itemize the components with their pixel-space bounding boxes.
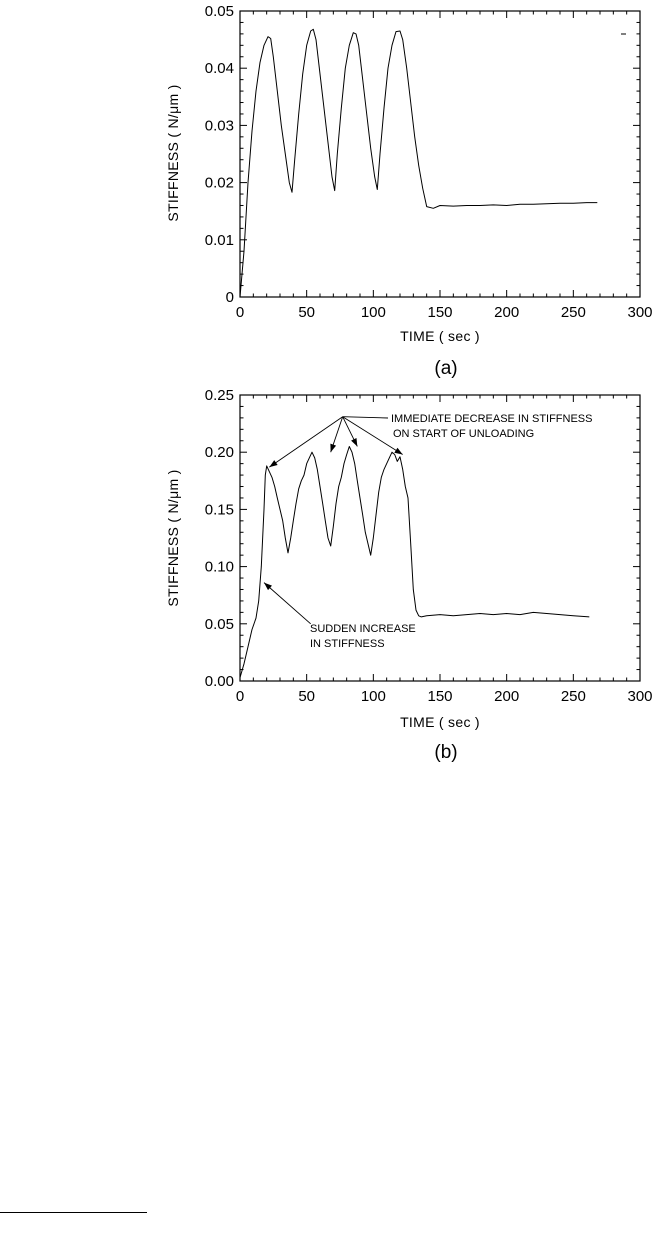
annotation-arrowhead bbox=[269, 460, 278, 468]
y-axis-label: STIFFNESS ( N/μm ) bbox=[165, 469, 181, 606]
y-tick-label: 0.05 bbox=[205, 616, 234, 633]
series-line-0 bbox=[239, 446, 590, 678]
series-line-0 bbox=[239, 28, 598, 298]
x-tick-label: 0 bbox=[236, 688, 244, 705]
y-tick-label: 0.03 bbox=[205, 117, 234, 134]
x-axis-label: TIME ( sec ) bbox=[400, 328, 480, 344]
annotation-leader bbox=[342, 416, 389, 419]
panel-label: (a) bbox=[434, 358, 457, 379]
y-axis-label: STIFFNESS ( N/μm ) bbox=[165, 84, 181, 221]
footnote-rule bbox=[0, 1212, 147, 1213]
y-tick-label: 0.02 bbox=[205, 175, 234, 192]
annotation-arrowhead bbox=[330, 443, 337, 453]
x-tick-label: 150 bbox=[427, 304, 452, 321]
y-tick-label: 0.00 bbox=[205, 673, 234, 690]
y-tick-label: 0.20 bbox=[205, 444, 234, 461]
annotation-sudden-line1: SUDDEN INCREASE bbox=[310, 623, 416, 635]
x-tick-label: 300 bbox=[627, 304, 652, 321]
x-tick-label: 250 bbox=[561, 688, 586, 705]
annotation-unloading-line1: IMMEDIATE DECREASE IN STIFFNESS bbox=[391, 413, 593, 425]
y-tick-label: 0.10 bbox=[205, 559, 234, 576]
annotation-unloading-line2: ON START OF UNLOADING bbox=[393, 428, 534, 440]
annotation-arrow bbox=[342, 416, 403, 455]
annotation-arrowhead bbox=[351, 437, 358, 447]
x-tick-label: 150 bbox=[427, 688, 452, 705]
annotation-arrow bbox=[269, 416, 343, 468]
plot-frame bbox=[239, 10, 641, 298]
annotation-arrow bbox=[263, 582, 311, 625]
y-tick-label: 0.04 bbox=[205, 60, 234, 77]
x-tick-label: 200 bbox=[494, 688, 519, 705]
chart-b: 0 50 100 150 200 250 300 0.00 0.05 0.10 0.15 0.20 0.… bbox=[165, 387, 653, 763]
annotation-arrowhead bbox=[394, 447, 403, 455]
x-tick-label: 50 bbox=[298, 304, 315, 321]
y-tick-label: 0.01 bbox=[205, 232, 234, 249]
annotation-arrowhead bbox=[264, 582, 272, 591]
panel-label: (b) bbox=[434, 742, 457, 763]
y-tick-label: 0.05 bbox=[205, 3, 234, 20]
chart-a: 0 50 100 150 200 250 30000.010.020.030.040.05 … bbox=[165, 3, 653, 379]
x-tick-label: 100 bbox=[361, 304, 386, 321]
x-tick-label: 200 bbox=[494, 304, 519, 321]
x-axis-label: TIME ( sec ) bbox=[400, 714, 480, 730]
y-tick-label: 0 bbox=[226, 289, 234, 306]
y-tick-label: 0.15 bbox=[205, 501, 234, 518]
y-tick-label: 0.25 bbox=[205, 387, 234, 404]
annotation-sudden-line2: IN STIFFNESS bbox=[310, 638, 385, 650]
x-tick-label: 50 bbox=[298, 688, 315, 705]
x-tick-label: 0 bbox=[236, 304, 244, 321]
x-tick-label: 250 bbox=[561, 304, 586, 321]
x-tick-label: 100 bbox=[361, 688, 386, 705]
x-tick-label: 300 bbox=[627, 688, 652, 705]
